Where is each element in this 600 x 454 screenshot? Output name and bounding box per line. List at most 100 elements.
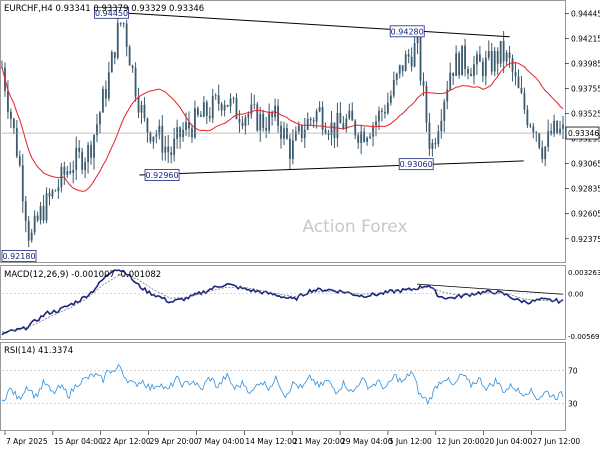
candle-body [167, 146, 170, 153]
candle-body [401, 65, 404, 72]
x-axis-label: 20 Jun 04:00 [485, 437, 533, 446]
candle-body [57, 187, 60, 192]
macd-signal-line [1, 274, 564, 333]
candle-body [39, 206, 42, 221]
candle-body [392, 79, 395, 96]
candle-body [128, 46, 131, 66]
candle-body [197, 108, 199, 115]
candle-body [265, 127, 268, 131]
candle-body [81, 151, 84, 170]
trendline [139, 160, 524, 176]
candle-body [211, 96, 214, 119]
candle-body [395, 73, 398, 80]
price-axis-label: 0.92835 [571, 185, 600, 194]
candle-body [476, 54, 478, 65]
candle-body [199, 114, 202, 117]
candle-body [179, 127, 181, 138]
candle-body [146, 118, 149, 133]
candle-body [386, 102, 389, 114]
candle-body [318, 107, 321, 112]
candle-body [351, 110, 354, 121]
candle-body [289, 138, 291, 159]
candle-body [541, 147, 544, 160]
rsi-axis-label: 70 [568, 367, 578, 376]
candle-body [294, 131, 297, 141]
x-axis-label: 29 Apr 20:00 [150, 437, 199, 446]
candle-body [324, 129, 327, 134]
candle-body [194, 108, 196, 138]
candle-body [511, 58, 514, 72]
candle-body [30, 232, 33, 241]
candle-body [431, 143, 434, 149]
candle-body [208, 116, 211, 119]
candle-body [122, 23, 125, 24]
candle-body [155, 134, 158, 137]
candle-body [523, 92, 526, 110]
candle-body [173, 138, 176, 156]
candle-body [10, 111, 12, 119]
candle-body [140, 104, 143, 113]
candle-body [223, 105, 226, 111]
candle-body [226, 105, 229, 107]
candle-body [247, 114, 250, 118]
price-annotation-label: 0.93060 [400, 160, 433, 169]
candle-body [499, 40, 502, 64]
price-axis-label: 0.92375 [571, 235, 600, 244]
candle-body [547, 130, 550, 147]
candle-body [532, 126, 535, 133]
macd-line [1, 269, 564, 336]
candle-body [398, 65, 401, 74]
candle-body [366, 137, 368, 142]
candle-body [214, 95, 217, 97]
candle-body [63, 166, 66, 175]
candle-body [72, 169, 75, 174]
candle-body [220, 103, 223, 111]
candle-body [407, 54, 410, 57]
candle-body [458, 53, 461, 76]
candle-body [413, 43, 416, 67]
candle-body [188, 121, 190, 129]
candle-body [164, 146, 167, 153]
price-axis-label: 0.93065 [571, 160, 600, 169]
candle-body [107, 72, 110, 99]
current-price-label: 0.93346 [568, 129, 599, 138]
candle-body [428, 122, 431, 149]
candle-body [440, 120, 443, 132]
candle-body [508, 52, 511, 59]
candle-body [54, 190, 57, 192]
candle-body [104, 88, 107, 99]
x-axis-label: 5 Jun 12:00 [389, 437, 432, 446]
candle-body [125, 23, 128, 47]
candle-body [241, 122, 244, 126]
candle-body [333, 122, 336, 138]
candle-body [342, 123, 345, 130]
candle-body [517, 76, 520, 88]
candle-body [268, 112, 271, 131]
candle-body [21, 165, 24, 202]
candle-body [437, 131, 440, 145]
candle-body [452, 72, 455, 77]
price-panel-frame [0, 0, 566, 263]
candle-body [422, 80, 425, 86]
candle-body [496, 51, 499, 64]
candle-body [372, 125, 374, 137]
price-annotation-box [144, 169, 180, 181]
candle-body [15, 128, 18, 157]
candle-body [502, 40, 505, 62]
candle-body [143, 104, 146, 119]
candle-body [461, 45, 463, 76]
x-axis-label: 27 Jun 12:00 [532, 437, 580, 446]
candle-body [481, 61, 484, 77]
candle-body [250, 104, 253, 115]
candle-body [306, 118, 309, 130]
x-axis-label: 21 May 20:00 [293, 437, 345, 446]
candle-body [262, 113, 265, 128]
trendline [122, 12, 510, 38]
candle-body [434, 143, 437, 145]
rsi-panel-frame [0, 342, 566, 431]
candle-body [280, 125, 282, 139]
x-axis-label: 29 May 04:00 [341, 437, 393, 446]
candle-body [404, 54, 407, 72]
rsi-layer [1, 363, 565, 406]
